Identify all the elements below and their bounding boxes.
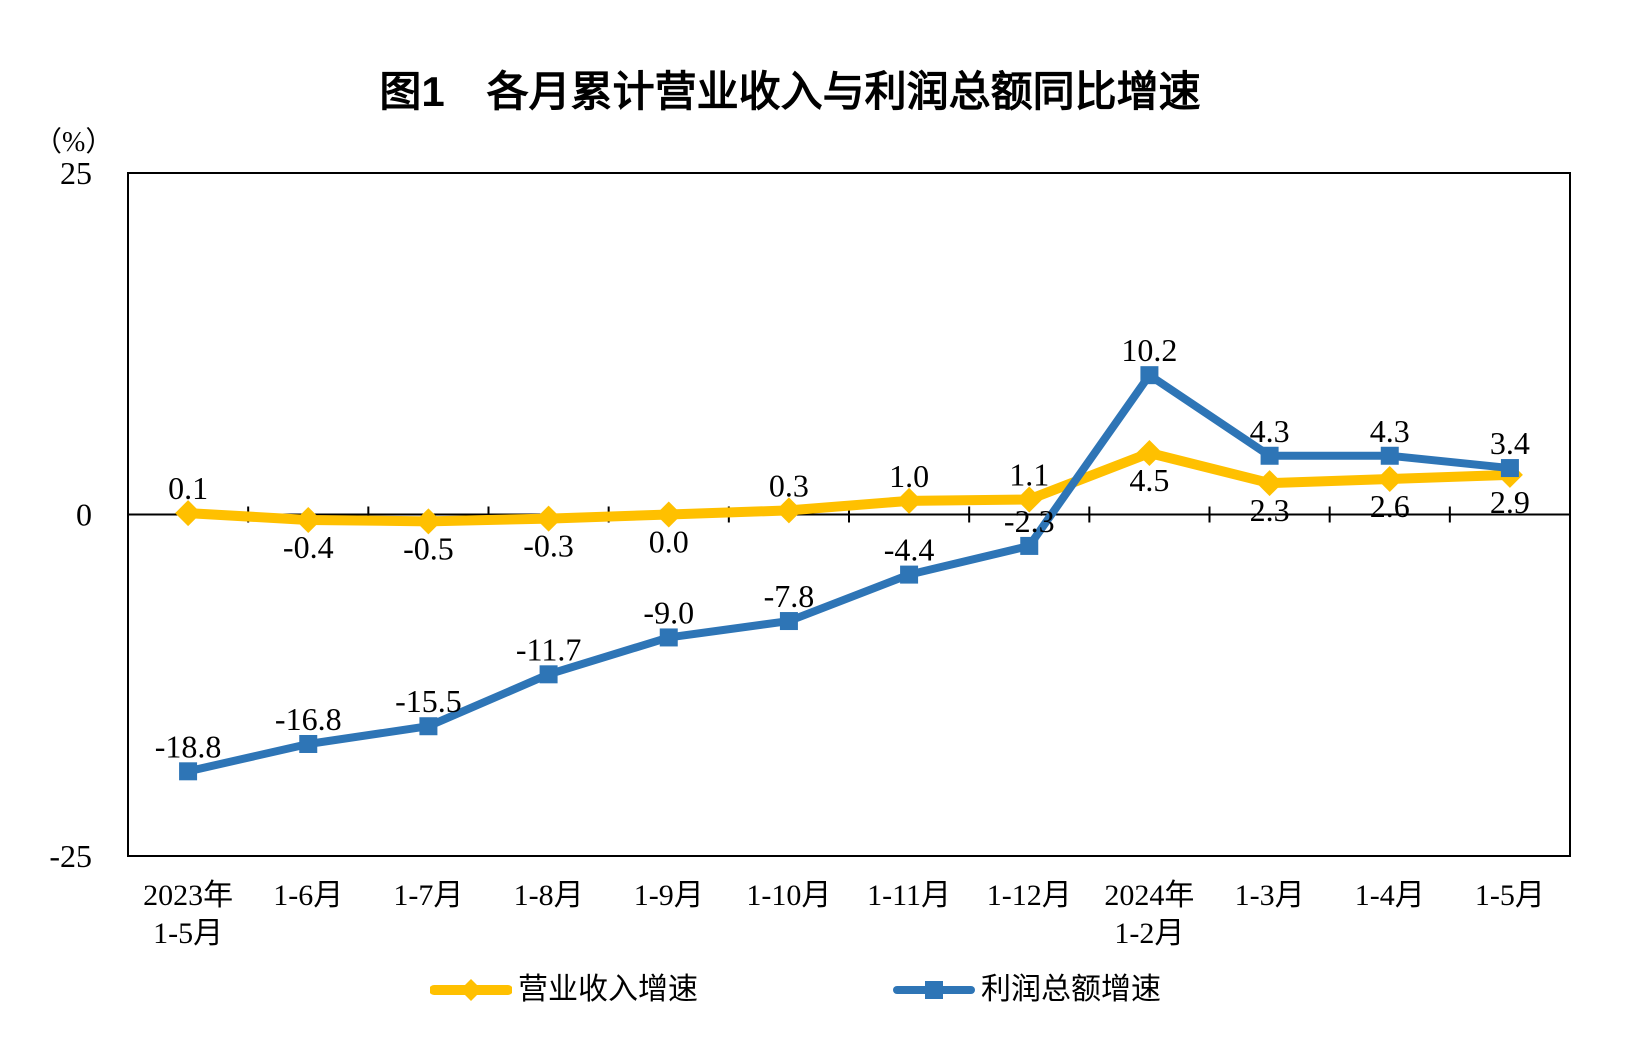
legend-square-icon (925, 981, 943, 999)
legend-item-revenue: 营业收入增速 (430, 972, 698, 1008)
marker-diamond (295, 506, 322, 533)
data-label: 1.0 (889, 458, 929, 494)
data-label: -0.5 (403, 530, 454, 566)
data-label: 10.2 (1121, 332, 1177, 368)
data-label: -0.3 (523, 528, 574, 564)
data-label: -18.8 (155, 728, 222, 764)
data-label: 4.3 (1250, 413, 1290, 449)
data-label: -4.4 (884, 532, 935, 568)
marker-square (419, 717, 438, 736)
marker-diamond (775, 497, 802, 524)
marker-square (1260, 446, 1279, 465)
marker-diamond (415, 508, 442, 535)
marker-square (659, 628, 678, 647)
x-axis-label: 1-10月 (746, 879, 831, 912)
data-label: 1.1 (1009, 456, 1049, 492)
marker-diamond (1136, 440, 1163, 467)
y-axis-tick-label: 0 (76, 497, 92, 533)
x-axis-label: 2023年 (143, 879, 233, 912)
legend-label-revenue: 营业收入增速 (518, 973, 698, 1006)
marker-diamond (655, 501, 682, 528)
y-axis-tick-label: -25 (49, 838, 92, 874)
marker-square (1140, 366, 1159, 385)
x-axis-label: 1-11月 (867, 879, 951, 912)
x-axis-label-line2: 1-2月 (1114, 917, 1184, 950)
marker-square (539, 665, 558, 684)
y-axis-unit-label: （%） (34, 127, 114, 158)
x-axis-label: 1-5月 (1475, 879, 1545, 912)
series-line-revenue (183, 448, 1515, 527)
data-label: 4.5 (1129, 462, 1169, 498)
marker-diamond (535, 505, 562, 532)
series-line-profit (184, 371, 1514, 776)
data-label: -2.3 (1004, 503, 1055, 539)
x-axis-label: 2024年 (1104, 879, 1194, 912)
legend-diamond-icon (460, 979, 482, 1001)
data-label: 0.3 (769, 467, 809, 503)
x-axis-label: 1-8月 (514, 879, 584, 912)
data-label: 0.0 (649, 524, 689, 560)
data-label: -7.8 (764, 578, 815, 614)
data-label: -15.5 (395, 683, 462, 719)
marker-square (779, 612, 798, 631)
chart-title: 图1 各月累计营业收入与利润总额同比增速 (379, 68, 1201, 115)
marker-square (1500, 459, 1519, 478)
marker-square (1020, 536, 1039, 555)
marker-diamond (175, 500, 202, 527)
x-axis-label: 1-6月 (273, 879, 343, 912)
x-axis-label: 1-4月 (1355, 879, 1425, 912)
marker-square (1380, 446, 1399, 465)
data-label: -9.0 (643, 594, 694, 630)
x-axis-label: 1-3月 (1235, 879, 1305, 912)
data-label: -11.7 (516, 631, 581, 667)
marker-diamond (1376, 465, 1403, 492)
data-label: -16.8 (275, 701, 342, 737)
y-axis-tick-label: 25 (60, 155, 92, 191)
x-axis-label: 1-9月 (634, 879, 704, 912)
marker-square (900, 565, 919, 584)
data-label: 0.1 (168, 470, 208, 506)
data-label: 2.3 (1250, 492, 1290, 528)
x-axis-label: 1-7月 (393, 879, 463, 912)
legend-label-profit: 利润总额增速 (981, 973, 1161, 1006)
marker-diamond (1256, 470, 1283, 497)
marker-diamond (896, 487, 923, 514)
marker-square (179, 762, 198, 781)
data-label: -0.4 (283, 529, 334, 565)
data-label: 4.3 (1370, 413, 1410, 449)
data-label: 3.4 (1490, 425, 1530, 461)
x-axis-label: 1-12月 (987, 879, 1072, 912)
marker-square (299, 734, 318, 753)
legend-marker-revenue-icon (430, 979, 512, 1001)
data-label: 2.6 (1370, 488, 1410, 524)
marker-diamond (1016, 486, 1043, 513)
data-label: 2.9 (1490, 484, 1530, 520)
x-axis-label-line2: 1-5月 (153, 917, 223, 950)
legend-marker-profit-icon (893, 981, 975, 999)
legend-item-profit: 利润总额增速 (893, 972, 1161, 1008)
